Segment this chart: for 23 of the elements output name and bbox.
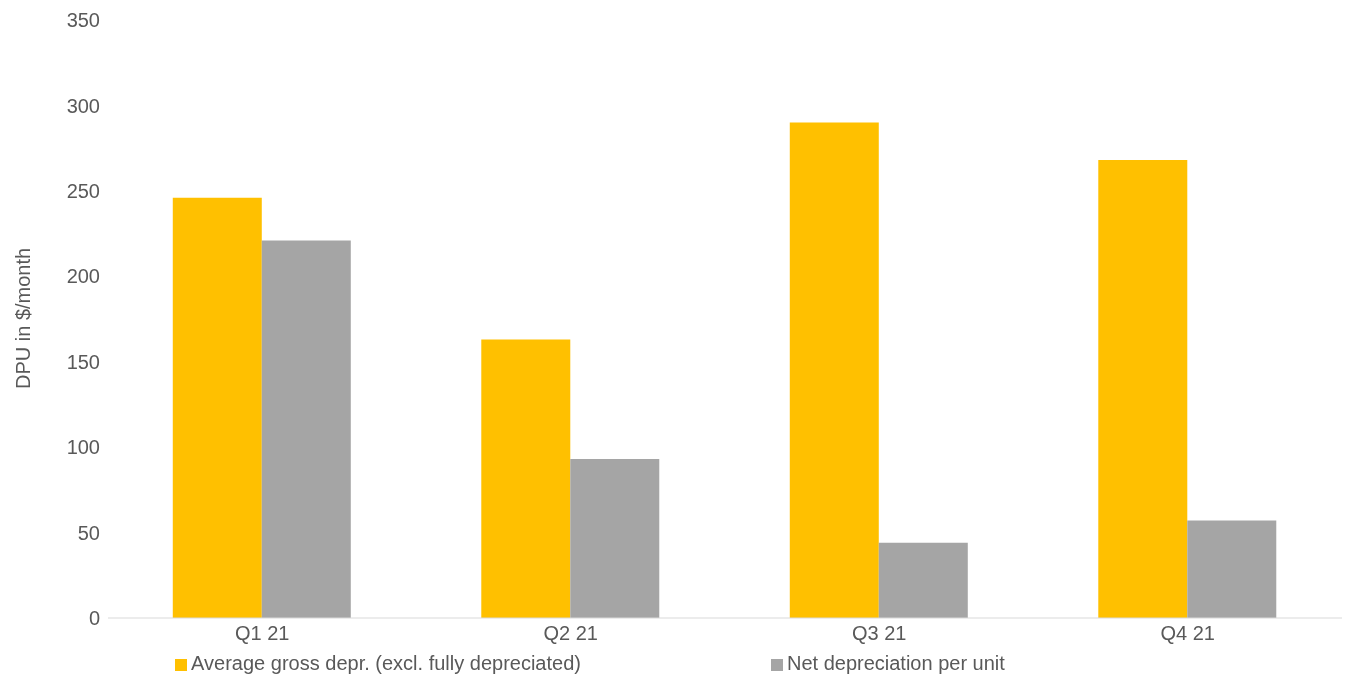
legend-label: Net depreciation per unit xyxy=(786,652,1005,674)
y-tick-label: 350 xyxy=(66,9,100,32)
y-tick-label: 200 xyxy=(66,265,100,288)
y-tick-label: 0 xyxy=(88,607,100,630)
y-tick-label: 300 xyxy=(66,94,100,117)
bar xyxy=(172,197,262,618)
bar xyxy=(1098,160,1188,618)
x-tick-label: Q2 21 xyxy=(543,622,598,645)
x-tick-label: Q4 21 xyxy=(1160,622,1215,645)
bar xyxy=(570,459,660,618)
y-axis-title: DPU in $/month xyxy=(12,247,35,389)
y-tick-label: 250 xyxy=(66,179,100,202)
bar xyxy=(261,240,351,618)
bar xyxy=(878,542,968,618)
x-tick-label: Q1 21 xyxy=(235,622,290,645)
bar xyxy=(1187,520,1277,618)
y-tick-label: 150 xyxy=(66,350,100,373)
bar xyxy=(789,122,879,618)
legend-label: Average gross depr. (excl. fully depreciated) xyxy=(191,652,581,674)
x-tick-label: Q3 21 xyxy=(852,622,907,645)
y-tick-label: 100 xyxy=(66,436,100,459)
bar xyxy=(481,339,571,618)
y-tick-label: 50 xyxy=(77,521,100,544)
